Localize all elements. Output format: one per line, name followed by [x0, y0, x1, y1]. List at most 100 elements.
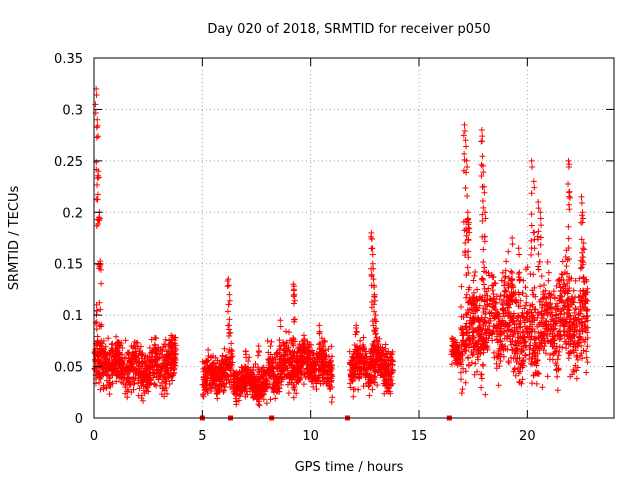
data-point-peak — [93, 301, 100, 308]
data-point — [564, 297, 571, 304]
data-point — [580, 253, 587, 260]
data-point — [555, 352, 562, 359]
data-point — [245, 364, 252, 371]
data-point — [325, 346, 332, 353]
data-point — [320, 359, 327, 366]
data-point — [579, 219, 586, 226]
data-point — [546, 301, 553, 308]
data-point — [474, 286, 481, 293]
data-point — [143, 378, 150, 385]
data-point — [213, 377, 220, 384]
data-point — [477, 349, 484, 356]
data-point — [505, 304, 512, 311]
data-point — [156, 350, 163, 357]
x-tick-label: 10 — [302, 429, 319, 444]
data-point — [469, 319, 476, 326]
data-point — [279, 376, 286, 383]
data-point — [225, 333, 232, 340]
data-point — [324, 376, 331, 383]
data-point — [478, 172, 485, 179]
data-point — [233, 398, 240, 405]
data-point — [579, 355, 586, 362]
data-point-peak — [580, 240, 587, 247]
data-point — [316, 348, 323, 355]
data-point — [469, 351, 476, 358]
data-point — [210, 352, 217, 359]
data-point — [254, 364, 261, 371]
data-point — [538, 273, 545, 280]
y-tick-label: 0.35 — [54, 52, 83, 67]
data-point — [548, 316, 555, 323]
data-point — [255, 401, 262, 408]
data-point — [103, 368, 110, 375]
data-point — [480, 246, 487, 253]
data-point — [462, 239, 469, 246]
data-point — [578, 264, 585, 271]
data-point — [480, 204, 487, 211]
data-point — [202, 376, 209, 383]
x-tick-label: 5 — [198, 429, 206, 444]
data-point — [128, 343, 135, 350]
data-point — [172, 345, 179, 352]
data-point — [203, 372, 210, 379]
data-point — [96, 369, 103, 376]
data-point — [543, 326, 550, 333]
data-point — [484, 326, 491, 333]
data-point — [265, 356, 272, 363]
data-point — [285, 371, 292, 378]
data-point — [531, 284, 538, 291]
data-point — [482, 338, 489, 345]
data-point — [242, 393, 249, 400]
data-point-peak — [478, 127, 485, 133]
data-point — [463, 312, 470, 319]
data-point — [460, 132, 467, 139]
data-point — [550, 326, 557, 333]
data-point — [508, 275, 515, 282]
data-point — [545, 294, 552, 301]
data-point — [169, 355, 176, 362]
data-point — [463, 323, 470, 330]
data-point — [467, 314, 474, 321]
data-point — [569, 338, 576, 345]
data-point — [117, 374, 124, 381]
data-point — [470, 346, 477, 353]
data-point — [553, 362, 560, 369]
data-point — [538, 320, 545, 327]
data-point — [458, 313, 465, 320]
data-point — [264, 378, 271, 385]
data-point — [233, 391, 240, 398]
data-point — [285, 356, 292, 363]
data-point — [452, 357, 459, 364]
data-point — [460, 332, 467, 339]
data-point — [522, 352, 529, 359]
data-point — [540, 337, 547, 344]
data-point-peak — [255, 343, 262, 349]
data-point — [97, 386, 104, 393]
data-point — [577, 310, 584, 317]
data-point — [543, 307, 550, 314]
data-point — [473, 306, 480, 313]
data-point — [465, 269, 472, 276]
data-point — [296, 375, 303, 382]
data-point — [163, 355, 170, 362]
data-point — [561, 323, 568, 330]
data-point — [113, 333, 120, 340]
data-point — [274, 366, 281, 373]
data-point — [498, 341, 505, 348]
data-point — [531, 328, 538, 335]
data-point — [316, 361, 323, 368]
data-point — [496, 296, 503, 303]
data-point-peak — [509, 241, 516, 248]
y-tick-label: 0 — [75, 412, 83, 427]
data-point — [503, 258, 510, 265]
data-point — [474, 341, 481, 348]
data-point — [322, 347, 329, 354]
data-point — [584, 335, 591, 342]
data-point — [157, 383, 164, 390]
data-point — [457, 358, 464, 365]
data-point — [165, 374, 172, 381]
data-point — [366, 382, 373, 389]
data-point — [579, 261, 586, 268]
data-point — [556, 295, 563, 302]
data-point — [122, 390, 129, 397]
